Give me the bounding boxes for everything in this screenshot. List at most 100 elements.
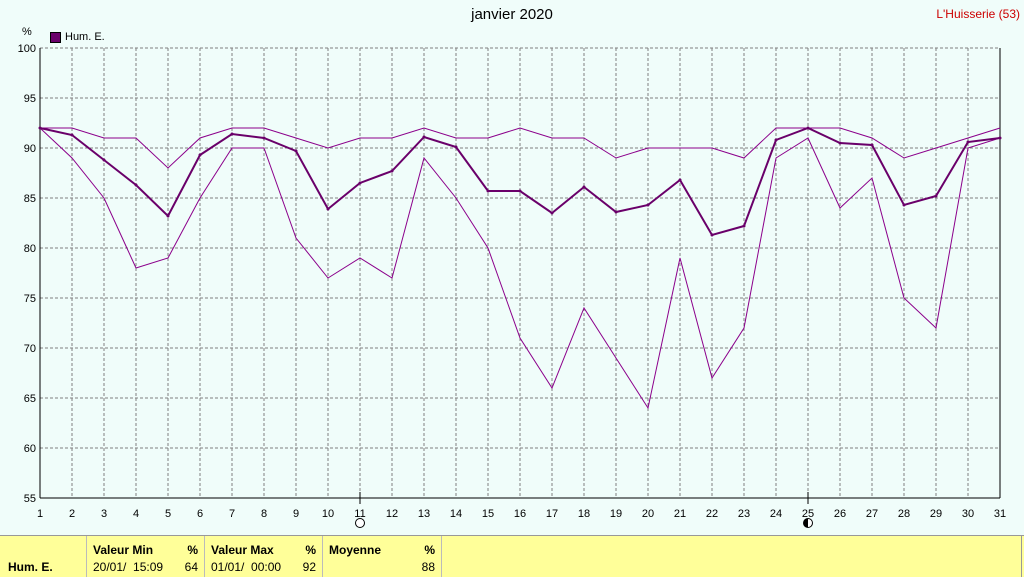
stats-min-unit: %: [187, 543, 198, 557]
data-point-mean: [38, 126, 42, 130]
stats-min-value: 64: [184, 560, 198, 574]
y-tick-label: 95: [24, 93, 36, 105]
chart-title: janvier 2020: [471, 6, 553, 23]
stats-max-date: 01/01/ 00:00: [211, 560, 282, 574]
x-tick-label: 23: [738, 508, 750, 520]
data-point-mean: [902, 203, 906, 207]
series-line-max: [40, 127, 1001, 169]
stats-mean-value: 88: [421, 560, 435, 574]
data-point-mean: [326, 207, 330, 211]
series-line-min: [39, 127, 1001, 410]
x-tick-label: 22: [706, 508, 718, 520]
quarter-moon-shade: [803, 518, 808, 528]
x-tick-label: 5: [165, 508, 171, 520]
data-point-mean: [358, 181, 362, 185]
data-point-mean: [390, 169, 394, 173]
data-point-mean: [198, 153, 202, 157]
data-point-mean: [966, 140, 970, 144]
y-tick-label: 100: [18, 43, 36, 55]
stats-max-unit: %: [305, 543, 316, 557]
data-point-mean: [806, 126, 810, 130]
x-tick-label: 11: [354, 508, 365, 520]
x-tick-label: 12: [386, 508, 398, 520]
x-tick-label: 15: [482, 508, 494, 520]
legend: Hum. E.: [50, 31, 105, 43]
data-point-mean: [838, 141, 842, 145]
stats-min-header: Valeur Min: [93, 543, 154, 557]
station-name: L'Huisserie (53): [936, 7, 1020, 21]
x-tick-label: 18: [578, 508, 590, 520]
x-tick-label: 27: [866, 508, 878, 520]
x-tick-label: 26: [834, 508, 846, 520]
x-tick-label: 3: [101, 508, 107, 520]
x-tick-label: 9: [293, 508, 299, 520]
data-point-mean: [134, 183, 138, 187]
x-tick-label: 4: [133, 508, 139, 520]
x-tick-label: 30: [962, 508, 974, 520]
data-point-mean: [614, 210, 618, 214]
data-point-mean: [230, 132, 234, 136]
data-point-mean: [486, 189, 490, 193]
data-point-mean: [294, 149, 298, 153]
y-tick-label: 60: [24, 443, 36, 455]
x-tick-label: 21: [674, 508, 686, 520]
x-tick-label: 16: [514, 508, 526, 520]
data-point-mean: [262, 136, 266, 140]
y-tick-label: 55: [24, 493, 36, 505]
stats-min-cell: Valeur Min % 20/01/ 15:09 64: [87, 536, 205, 577]
data-point-mean: [166, 214, 170, 218]
x-tick-label: 20: [642, 508, 654, 520]
data-point-mean: [710, 233, 714, 237]
legend-label: Hum. E.: [65, 31, 105, 43]
data-point-mean: [102, 158, 106, 162]
stats-min-date: 20/01/ 15:09: [93, 560, 164, 574]
data-point-mean: [582, 185, 586, 189]
y-tick-label: 85: [24, 193, 36, 205]
data-point-mean: [998, 136, 1002, 140]
legend-swatch: [50, 31, 61, 43]
x-tick-label: 25: [802, 508, 814, 520]
stats-mean-header: Moyenne: [329, 543, 382, 557]
x-tick-label: 24: [770, 508, 782, 520]
x-tick-label: 7: [229, 508, 235, 520]
data-point-mean: [774, 138, 778, 142]
y-tick-label: 75: [24, 293, 36, 305]
stats-row-label-cell: Hum. E.: [0, 536, 87, 577]
y-tick-label: 70: [24, 343, 36, 355]
x-tick-label: 19: [610, 508, 622, 520]
stats-empty-cell: [442, 536, 1022, 577]
y-tick-label: 65: [24, 393, 36, 405]
y-tick-label: 80: [24, 243, 36, 255]
x-tick-label: 17: [546, 508, 558, 520]
data-point-mean: [646, 203, 650, 207]
x-tick-label: 10: [322, 508, 334, 520]
x-tick-label: 2: [69, 508, 75, 520]
stats-max-header: Valeur Max: [211, 543, 274, 557]
x-tick-label: 14: [450, 508, 462, 520]
stats-row-label: Hum. E.: [8, 560, 53, 574]
stats-mean-cell: Moyenne % 88: [323, 536, 442, 577]
data-point-mean: [518, 189, 522, 193]
x-tick-label: 13: [418, 508, 430, 520]
x-tick-label: 6: [197, 508, 203, 520]
data-point-mean: [678, 178, 682, 182]
stats-max-value: 92: [302, 560, 316, 574]
data-point-mean: [422, 135, 426, 139]
data-point-mean: [454, 145, 458, 149]
data-point-mean: [70, 133, 74, 137]
new-moon-marker: [355, 518, 365, 528]
data-point-mean: [550, 211, 554, 215]
data-point-mean: [934, 194, 938, 198]
x-tick-label: 1: [37, 508, 43, 520]
x-tick-label: 8: [261, 508, 267, 520]
x-tick-label: 29: [930, 508, 942, 520]
y-tick-label: 90: [24, 143, 36, 155]
stats-max-cell: Valeur Max % 01/01/ 00:00 92: [205, 536, 323, 577]
x-tick-label: 31: [994, 508, 1006, 520]
x-tick-label: 28: [898, 508, 910, 520]
y-unit-label: %: [22, 26, 32, 38]
data-point-mean: [742, 224, 746, 228]
stats-mean-unit: %: [424, 543, 435, 557]
data-point-mean: [870, 143, 874, 147]
